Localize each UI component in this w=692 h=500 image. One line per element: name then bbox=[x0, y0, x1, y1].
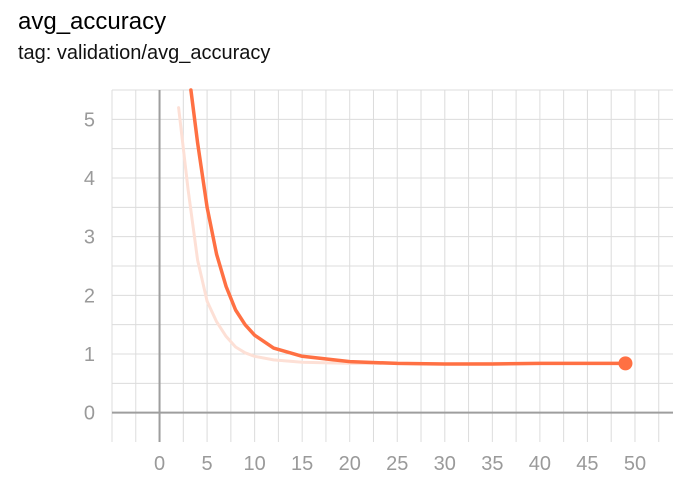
smoothed-series-line bbox=[189, 88, 628, 366]
chart-axes bbox=[112, 90, 673, 442]
x-tick-label: 40 bbox=[529, 453, 551, 475]
chart-subtitle: tag: validation/avg_accuracy bbox=[18, 42, 271, 64]
y-tick-label: 4 bbox=[84, 168, 95, 190]
chart-grid bbox=[111, 89, 673, 442]
y-tick-label: 5 bbox=[84, 109, 95, 131]
x-tick-label: 25 bbox=[386, 453, 408, 475]
chart-title: avg_accuracy bbox=[18, 8, 167, 35]
chart-series bbox=[177, 88, 628, 366]
x-tick-label: 15 bbox=[291, 453, 313, 475]
x-tick-label: 0 bbox=[154, 453, 165, 475]
y-tick-label: 0 bbox=[84, 403, 95, 425]
x-tick-label: 20 bbox=[339, 453, 361, 475]
chart-markers bbox=[618, 356, 633, 371]
x-tick-label: 10 bbox=[244, 453, 266, 475]
last-value-marker bbox=[618, 356, 633, 371]
y-tick-label: 2 bbox=[84, 285, 95, 307]
y-tick-label: 3 bbox=[84, 227, 95, 249]
y-tick-label: 1 bbox=[84, 344, 95, 366]
x-tick-label: 35 bbox=[481, 453, 503, 475]
x-tick-label: 5 bbox=[202, 453, 213, 475]
x-tick-label: 45 bbox=[576, 453, 598, 475]
x-tick-label: 30 bbox=[434, 453, 456, 475]
x-tick-label: 50 bbox=[624, 453, 646, 475]
